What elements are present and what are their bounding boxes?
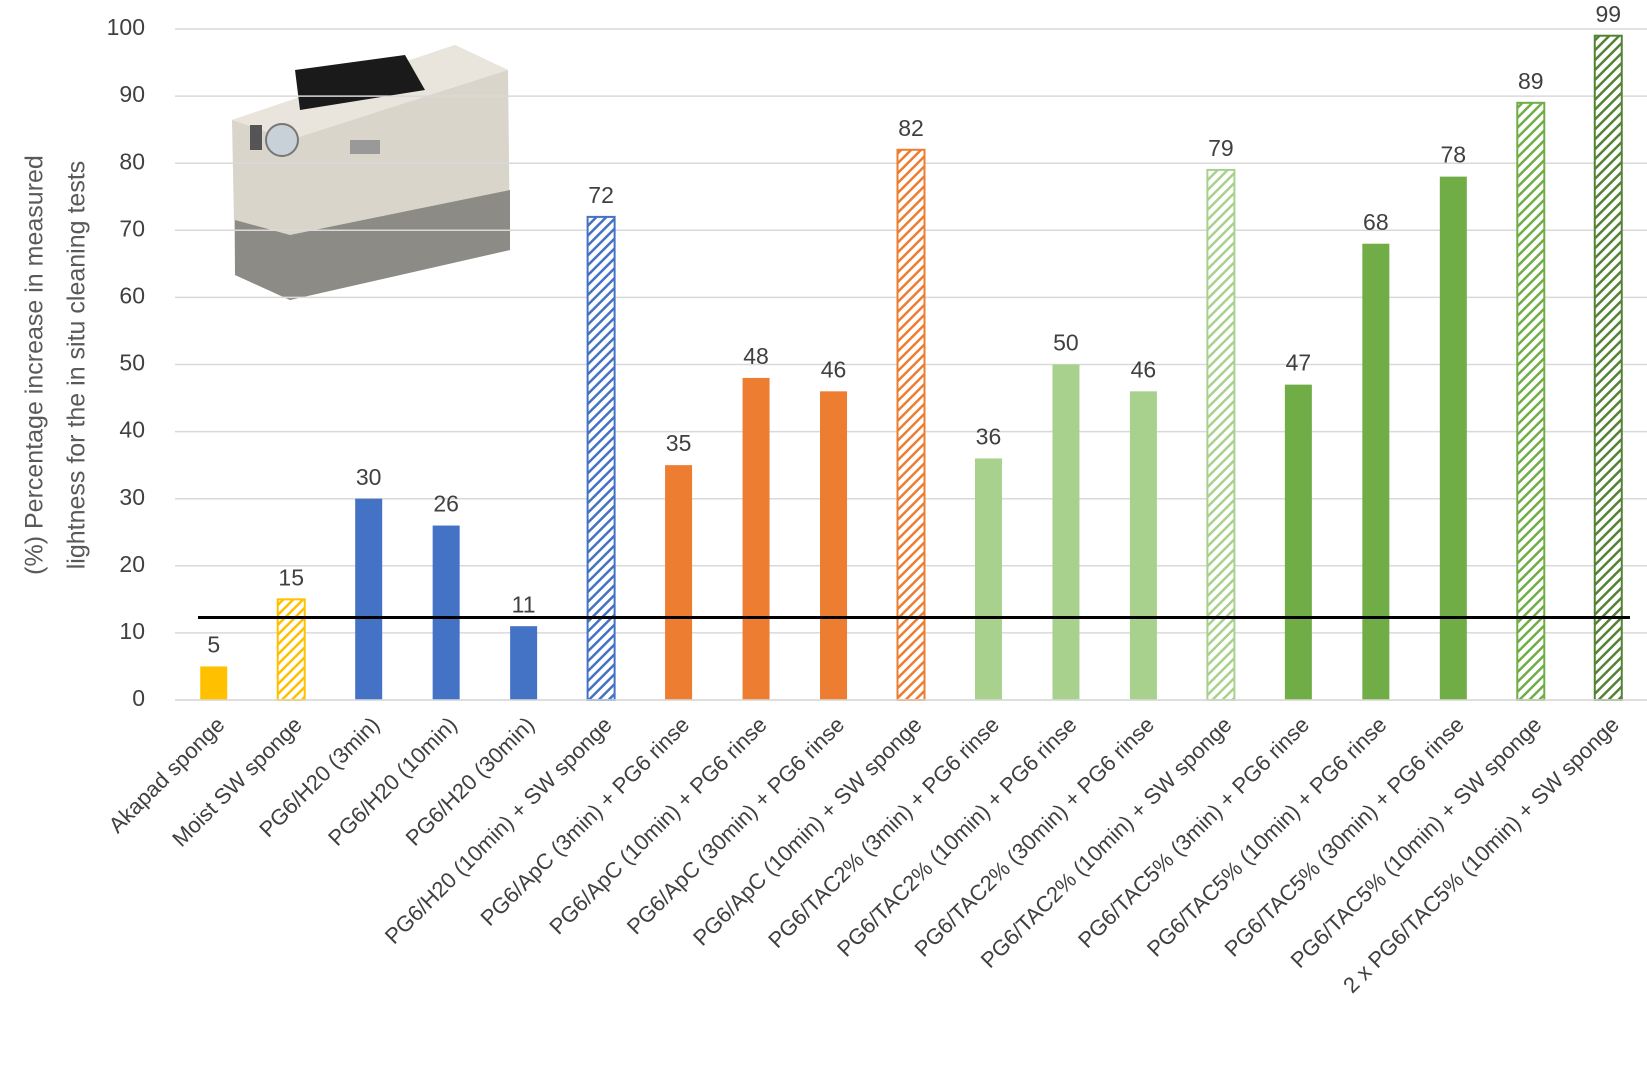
value-label: 68: [1363, 209, 1389, 235]
y-axis-label: lightness for the in situ cleaning tests: [63, 161, 91, 570]
bar: [820, 391, 848, 700]
y-axis-label: (%) Percentage increase in measured: [21, 155, 49, 575]
value-label: 47: [1286, 350, 1312, 376]
bar: [200, 666, 228, 700]
bar: [1439, 176, 1467, 700]
bar: [1593, 34, 1623, 701]
y-tick-label: 70: [119, 215, 145, 241]
y-tick-label: 0: [132, 685, 145, 711]
y-tick-label: 50: [119, 350, 145, 376]
y-tick-label: 80: [119, 148, 145, 174]
y-tick-label: 30: [119, 484, 145, 510]
value-label: 79: [1208, 135, 1234, 161]
bar: [432, 525, 460, 700]
value-label: 26: [433, 491, 459, 517]
value-label: 5: [207, 632, 220, 658]
bar: [1362, 243, 1390, 700]
bar: [665, 465, 693, 700]
value-label: 48: [743, 343, 769, 369]
y-tick-label: 60: [119, 282, 145, 308]
x-tick-label: 2 x PG6/TAC5% (10min) + SW sponge: [1338, 712, 1624, 998]
value-label: 11: [512, 591, 536, 617]
value-label: 46: [1131, 356, 1157, 382]
bar: [355, 498, 383, 700]
bar: [742, 377, 770, 700]
device-photo: [232, 45, 510, 300]
value-label: 15: [278, 564, 304, 590]
bar: [974, 458, 1002, 700]
bar: [1052, 364, 1080, 700]
x-tick-label: PG6/H20 (30min): [401, 712, 540, 851]
bar: [1206, 168, 1236, 702]
y-tick-label: 40: [119, 417, 145, 443]
bar: [1516, 101, 1546, 701]
x-tick-label: Moist SW sponge: [167, 712, 307, 852]
value-label: 72: [588, 182, 614, 208]
value-label: 46: [821, 356, 847, 382]
value-label: 50: [1053, 330, 1079, 356]
value-label: 78: [1441, 142, 1467, 168]
y-tick-label: 90: [119, 81, 145, 107]
y-tick-label: 100: [107, 14, 145, 40]
value-label: 82: [898, 115, 924, 141]
y-tick-label: 10: [119, 618, 145, 644]
bar: [1284, 384, 1312, 700]
bar: [276, 598, 306, 701]
y-tick-label: 20: [119, 551, 145, 577]
value-label: 36: [976, 424, 1002, 450]
bar: [586, 215, 616, 701]
bar: [896, 148, 926, 701]
value-label: 89: [1518, 68, 1544, 94]
value-label: 30: [356, 464, 382, 490]
bar: [1129, 391, 1157, 700]
bar: [510, 626, 538, 700]
value-label: 99: [1595, 1, 1621, 27]
x-tick-label: PG6/H20 (10min): [323, 712, 462, 851]
value-label: 35: [666, 430, 692, 456]
